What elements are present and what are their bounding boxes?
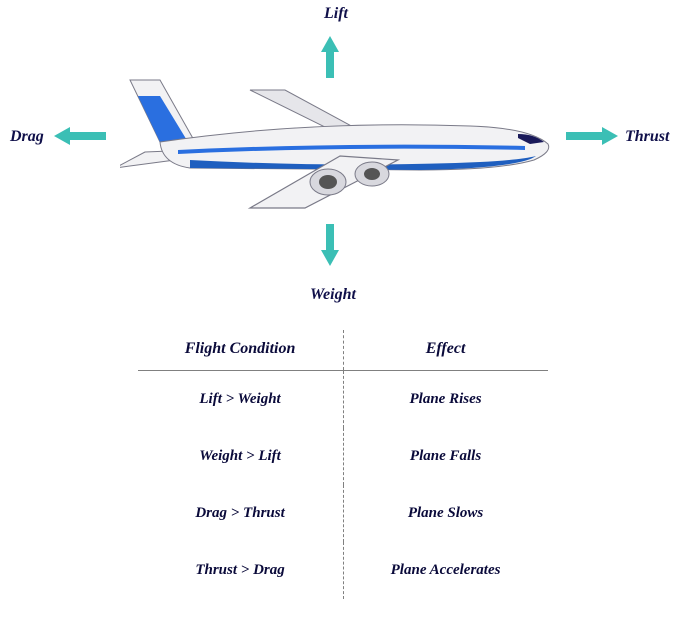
- table-row: Thrust > Drag Plane Accelerates: [138, 542, 548, 599]
- header-effect: Effect: [343, 330, 547, 371]
- drag-label: Drag: [10, 128, 44, 146]
- table-row: Drag > Thrust Plane Slows: [138, 485, 548, 542]
- cell-effect: Plane Accelerates: [343, 542, 547, 599]
- cell-condition: Lift > Weight: [138, 371, 344, 429]
- flight-conditions-table-wrap: Flight Condition Effect Lift > Weight Pl…: [0, 330, 685, 599]
- cell-effect: Plane Falls: [343, 428, 547, 485]
- cell-condition: Drag > Thrust: [138, 485, 344, 542]
- airplane-icon: [120, 60, 560, 230]
- table-row: Weight > Lift Plane Falls: [138, 428, 548, 485]
- cell-effect: Plane Slows: [343, 485, 547, 542]
- cell-effect: Plane Rises: [343, 371, 547, 429]
- lift-label: Lift: [324, 5, 348, 23]
- weight-label: Weight: [310, 286, 356, 304]
- forces-diagram: Lift Drag Thrust Weight: [0, 0, 685, 310]
- thrust-label: Thrust: [625, 128, 669, 146]
- table-header-row: Flight Condition Effect: [138, 330, 548, 371]
- table-row: Lift > Weight Plane Rises: [138, 371, 548, 429]
- cell-condition: Weight > Lift: [138, 428, 344, 485]
- cell-condition: Thrust > Drag: [138, 542, 344, 599]
- flight-conditions-table: Flight Condition Effect Lift > Weight Pl…: [138, 330, 548, 599]
- header-condition: Flight Condition: [138, 330, 344, 371]
